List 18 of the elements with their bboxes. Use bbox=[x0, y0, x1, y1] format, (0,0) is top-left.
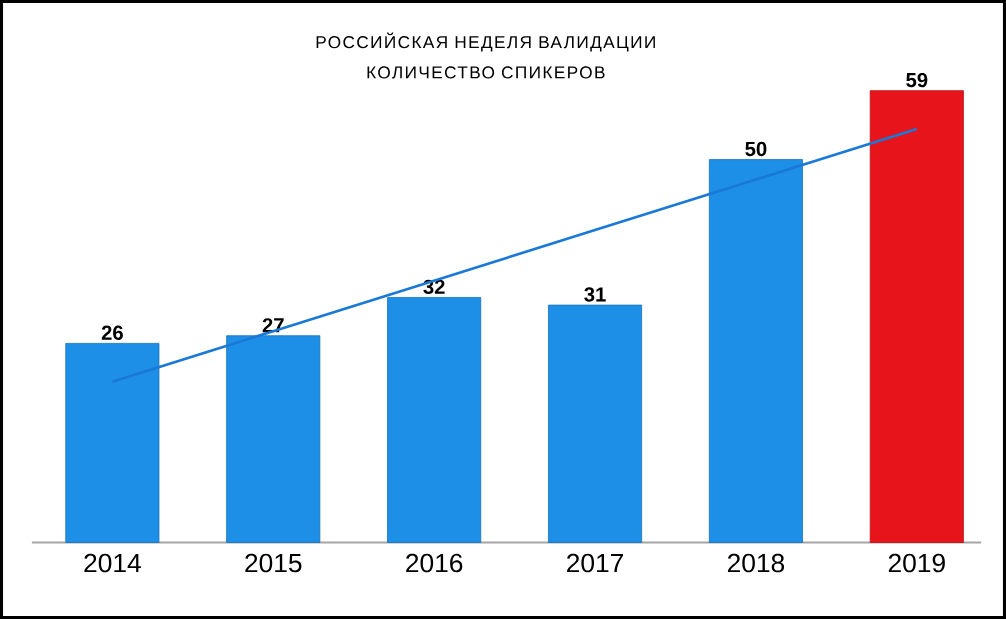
data-label: 59 bbox=[906, 72, 928, 88]
data-label: 50 bbox=[745, 141, 767, 157]
bar bbox=[708, 159, 803, 543]
x-tick-label: 2018 bbox=[727, 553, 785, 573]
x-tick-label: 2016 bbox=[406, 553, 463, 573]
x-tick-label: 2017 bbox=[567, 553, 623, 573]
bar bbox=[869, 90, 964, 543]
data-label: 31 bbox=[584, 287, 606, 302]
x-tick-label: 2015 bbox=[245, 553, 302, 573]
chart-subtitle: КОЛИЧЕСТВО СПИКЕРОВ bbox=[367, 66, 605, 79]
bar bbox=[226, 335, 321, 543]
bar bbox=[65, 342, 160, 543]
x-tick-label: 2014 bbox=[84, 553, 141, 573]
data-label: 26 bbox=[101, 325, 123, 340]
bar bbox=[548, 304, 643, 543]
chart-title: РОССИЙСКАЯ НЕДЕЛЯ ВАЛИДАЦИИ bbox=[316, 32, 655, 52]
bar bbox=[387, 297, 482, 543]
x-tick-label: 2019 bbox=[888, 553, 945, 573]
